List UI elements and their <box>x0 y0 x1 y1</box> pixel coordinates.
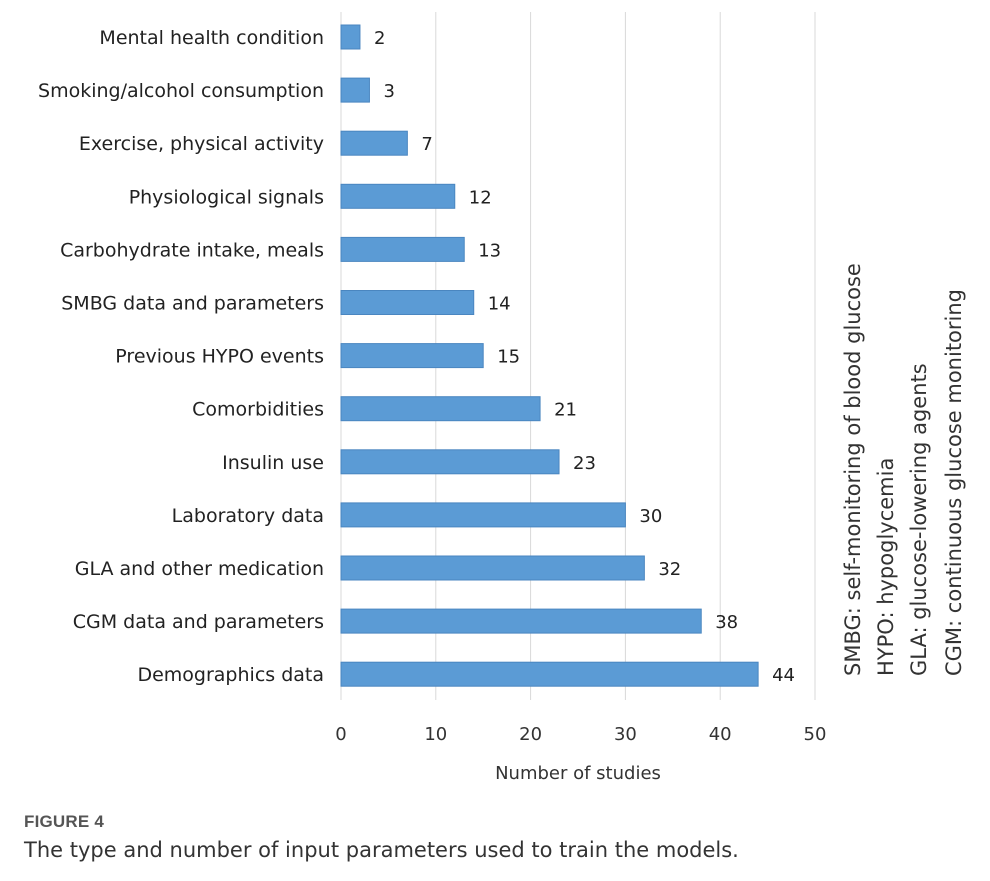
abbreviation-note: GLA: glucose-lowering agents <box>907 363 931 676</box>
data-label: 14 <box>488 294 511 315</box>
bar <box>340 236 465 262</box>
category-label: Demographics data <box>137 664 324 686</box>
data-label: 3 <box>383 81 394 102</box>
bar-chart: Mental health condition Smoking/alcohol c… <box>38 12 966 784</box>
data-label: 13 <box>478 240 501 261</box>
x-axis-title: Number of studies <box>495 763 661 784</box>
grid-lines <box>340 12 816 700</box>
x-tick-label: 0 <box>335 724 346 745</box>
data-label: 7 <box>421 134 432 155</box>
abbreviation-note: SMBG: self-monitoring of blood glucose <box>841 263 865 676</box>
bar <box>340 24 361 50</box>
category-label: Smoking/alcohol consumption <box>38 80 324 102</box>
bar <box>340 130 408 156</box>
bar <box>340 449 560 475</box>
data-label: 23 <box>573 453 596 474</box>
x-tick-label: 20 <box>519 724 542 745</box>
data-label: 38 <box>715 612 738 633</box>
x-tick-label: 30 <box>614 724 637 745</box>
bar <box>340 343 484 369</box>
bar <box>340 396 541 422</box>
bar <box>340 555 645 581</box>
data-label: 15 <box>497 347 520 368</box>
abbreviation-note: CGM: continuous glucose monitoring <box>942 289 966 676</box>
category-label: Previous HYPO events <box>115 346 324 368</box>
data-label: 21 <box>554 400 577 421</box>
category-label: GLA and other medication <box>75 558 324 580</box>
category-label: Laboratory data <box>172 505 324 527</box>
category-label: Carbohydrate intake, meals <box>60 239 324 261</box>
bar <box>340 502 626 528</box>
category-label: Exercise, physical activity <box>79 133 324 155</box>
bar <box>340 183 456 209</box>
x-axis-ticks: 0 10 20 30 40 50 <box>335 724 826 745</box>
abbreviation-note: HYPO: hypoglycemia <box>874 458 898 676</box>
category-labels: Mental health condition Smoking/alcohol c… <box>38 27 324 686</box>
abbreviation-notes: SMBG: self-monitoring of blood glucose HY… <box>841 263 966 676</box>
category-label: CGM data and parameters <box>73 611 324 633</box>
category-label: Mental health condition <box>99 27 324 49</box>
bar <box>340 608 702 634</box>
bars <box>340 24 759 687</box>
x-tick-label: 50 <box>804 724 827 745</box>
category-label: Comorbidities <box>192 399 324 421</box>
bar <box>340 77 370 103</box>
data-label: 32 <box>658 559 681 580</box>
data-label: 2 <box>374 28 385 49</box>
category-label: SMBG data and parameters <box>61 293 324 315</box>
bar <box>340 661 759 687</box>
x-tick-label: 10 <box>424 724 447 745</box>
data-label: 44 <box>772 665 795 686</box>
figure-caption: The type and number of input parameters … <box>24 838 739 862</box>
data-label: 30 <box>639 506 662 527</box>
category-label: Physiological signals <box>129 186 324 208</box>
category-label: Insulin use <box>222 452 324 474</box>
bar <box>340 290 475 315</box>
data-label: 12 <box>469 187 492 208</box>
x-tick-label: 40 <box>709 724 732 745</box>
figure-label: FIGURE 4 <box>24 812 105 831</box>
